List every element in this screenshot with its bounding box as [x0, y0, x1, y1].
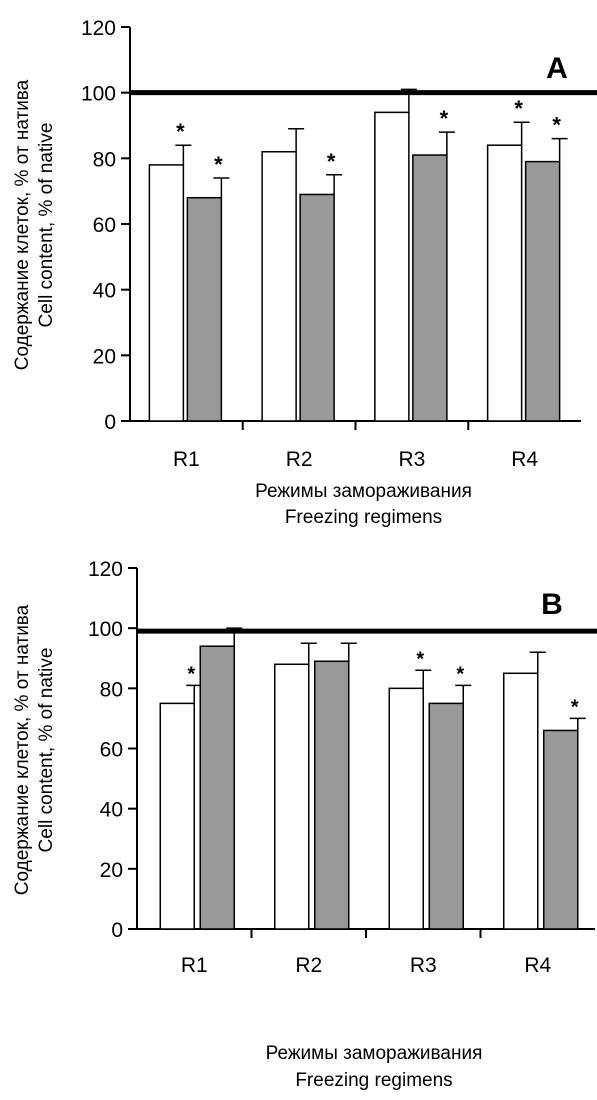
significance-star: * — [214, 152, 223, 177]
y-tick-label: 60 — [93, 214, 116, 237]
significance-star: * — [187, 663, 195, 685]
y-tick-label: 120 — [88, 558, 123, 581]
bar — [159, 702, 195, 930]
chart-panel-a: 0 20 40 60 80 100 120 R1 R2 R3 R4 * * * * * * A Содержание… — [12, 17, 597, 528]
x-tick-label: R4 — [524, 954, 551, 977]
y-tick-label: 20 — [100, 859, 123, 882]
bar — [148, 164, 185, 422]
significance-star: * — [416, 648, 424, 670]
panel-label: B — [541, 588, 563, 621]
x-tick-label: R2 — [295, 954, 322, 977]
panel-label: A — [546, 52, 568, 85]
y-axis-title-en: Cell content, % of native — [36, 123, 57, 328]
bar — [314, 660, 350, 930]
bar — [543, 729, 579, 930]
significance-star: * — [552, 113, 561, 138]
bar — [261, 151, 297, 422]
bar — [486, 144, 523, 422]
y-tick-label: 0 — [104, 411, 116, 434]
bar — [186, 196, 223, 422]
bar — [274, 663, 310, 930]
y-tick-label: 20 — [93, 345, 116, 368]
y-axis-title-ru: Содержание клеток, % от натива — [12, 79, 33, 370]
bar — [524, 160, 561, 422]
x-tick-label: R3 — [410, 954, 437, 977]
x-axis-title-en: Freezing regimens — [285, 507, 442, 528]
x-tick-label: R2 — [286, 448, 313, 471]
significance-star: * — [456, 663, 464, 685]
significance-star: * — [327, 149, 336, 174]
x-axis-title-ru: Режимы замораживания — [266, 1043, 483, 1064]
x-axis-title-en: Freezing regimens — [295, 1070, 452, 1091]
bar — [199, 645, 235, 930]
y-tick-label: 40 — [100, 799, 123, 822]
y-tick-label: 60 — [100, 739, 123, 762]
significance-star: * — [176, 119, 185, 144]
y-tick-label: 120 — [81, 17, 116, 40]
bar — [374, 111, 410, 422]
bar — [428, 702, 464, 930]
x-tick-label: R4 — [511, 448, 538, 471]
y-tick-label: 80 — [100, 678, 123, 701]
bar — [299, 193, 335, 422]
y-tick-label: 100 — [88, 618, 123, 641]
y-tick-label: 80 — [93, 148, 116, 171]
y-tick-label: 0 — [111, 919, 123, 942]
y-tick-label: 40 — [93, 280, 116, 303]
bar — [503, 672, 539, 930]
chart-panel-b: 0 20 40 60 80 100 120 R1 R2 R3 R4 * * * * B Содержание к… — [12, 558, 597, 1091]
significance-star: * — [440, 106, 449, 131]
y-axis-title-ru: Содержание клеток, % от натива — [12, 604, 33, 895]
y-tick-label: 100 — [81, 83, 116, 106]
significance-star: * — [514, 96, 523, 121]
x-tick-label: R1 — [181, 954, 208, 977]
significance-star: * — [571, 696, 579, 718]
x-tick-label: R1 — [173, 448, 200, 471]
bar — [412, 154, 448, 422]
bar — [388, 687, 424, 930]
x-tick-label: R3 — [398, 448, 425, 471]
y-axis-title-en: Cell content, % of native — [36, 648, 57, 853]
x-axis-title-ru: Режимы замораживания — [255, 481, 472, 502]
